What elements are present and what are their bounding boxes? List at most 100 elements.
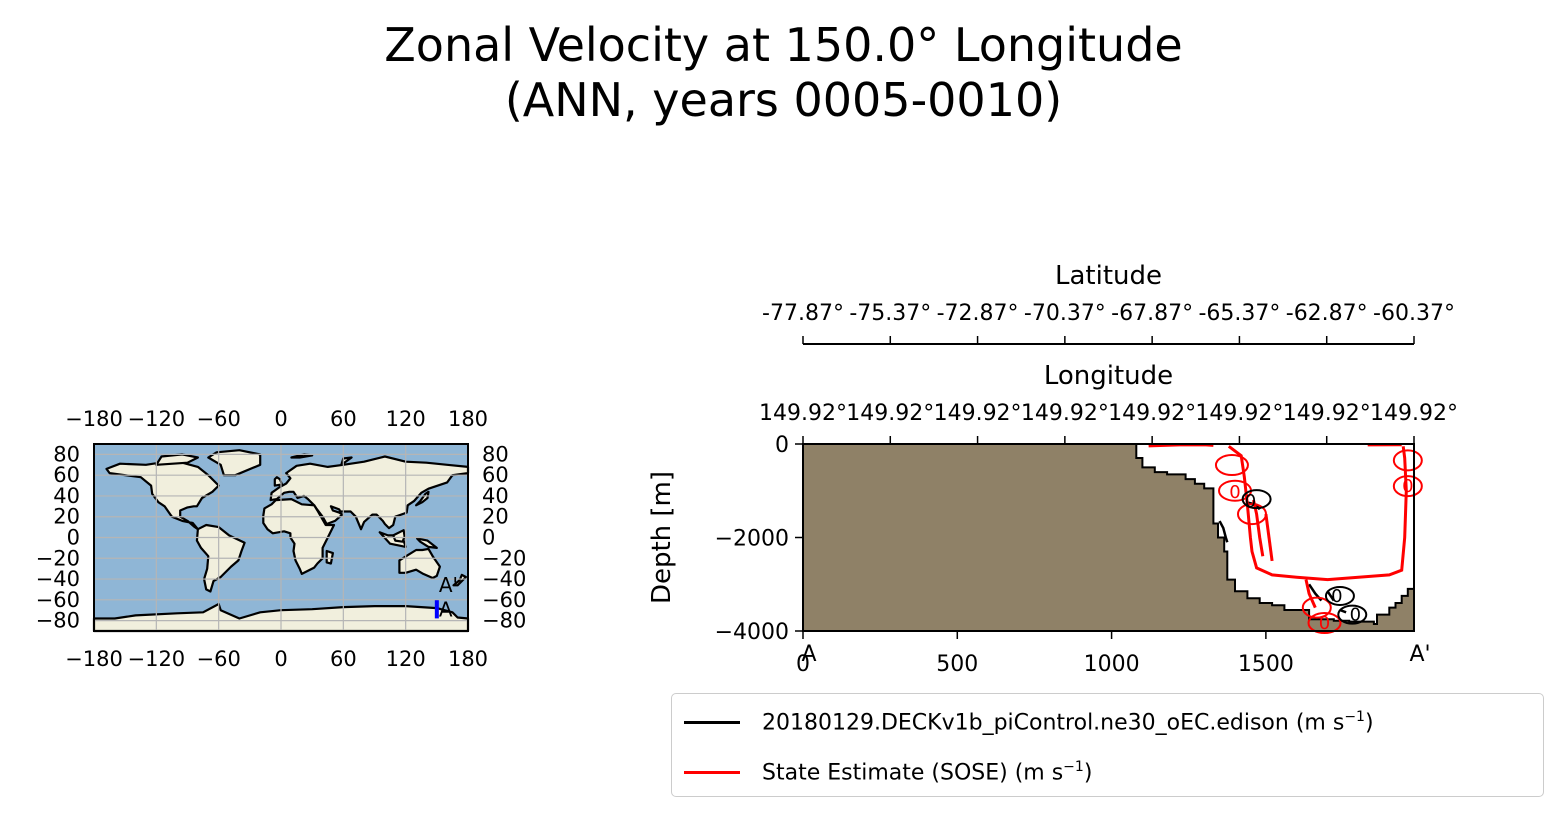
obs-contour-2 [1252, 499, 1265, 557]
map-land-5 [325, 549, 334, 565]
section-start-label: A [801, 642, 816, 667]
map-xtick-label-bottom: 0 [274, 647, 287, 671]
contour-label-0: 0 [1245, 491, 1256, 512]
latitude-tick-label: -72.87° [937, 301, 1019, 326]
longitude-tick-label: 149.92° [1195, 401, 1283, 426]
model-contour-1 [1247, 501, 1261, 511]
map-xtick-label-bottom: −60 [197, 647, 241, 671]
map-xtick-label-top: 60 [330, 407, 357, 431]
longitude-tick-label: 149.92° [1370, 401, 1458, 426]
map-ytick-label-right: −40 [482, 567, 526, 591]
title-line-2: (ANN, years 0005-0010) [504, 73, 1063, 128]
figure-title: Zonal Velocity at 150.0° Longitude (ANN,… [0, 18, 1567, 128]
latitude-tick-label: -62.87° [1286, 301, 1368, 326]
model-contour-3 [1326, 590, 1335, 602]
map-transect-end-label: A' [439, 573, 458, 597]
section-xtick-label: 1500 [1238, 652, 1294, 677]
model-contour-2 [1308, 583, 1323, 602]
section-ytick-label: 0 [775, 433, 789, 458]
map-land-8 [392, 529, 406, 543]
map-land-12 [452, 573, 467, 587]
map-ytick-label-left: −20 [36, 546, 80, 570]
map-land-1 [207, 449, 262, 477]
map-ytick-label-left: 80 [53, 442, 80, 466]
model-contour-loop-0 [1324, 585, 1355, 606]
map-land-11 [273, 476, 284, 487]
obs-contour-loop-4 [1307, 612, 1342, 635]
map-land-14 [155, 453, 199, 466]
map-ytick-label-right: −80 [482, 609, 526, 633]
obs-contour-1 [1227, 445, 1408, 582]
map-land-10 [415, 490, 430, 507]
obs-contour-0 [1148, 443, 1214, 448]
map-xtick-label-bottom: 120 [386, 647, 426, 671]
latitude-tick-label: -75.37° [849, 301, 931, 326]
legend-line-model [684, 720, 740, 724]
longitude-tick-label: 149.92° [934, 401, 1022, 426]
map-land-13 [92, 602, 470, 633]
map-ytick-label-left: −60 [36, 588, 80, 612]
longitude-tick-label: 149.92° [846, 401, 934, 426]
map-ytick-label-right: 0 [482, 526, 495, 550]
latitude-tick-label: -67.87° [1111, 301, 1193, 326]
map-xtick-label-top: −180 [65, 407, 123, 431]
contour-label-1: 0 [1331, 586, 1342, 607]
legend-label-obs: State Estimate (SOSE) (m s−1) [762, 758, 1093, 786]
title-line-1: Zonal Velocity at 150.0° Longitude [384, 18, 1183, 72]
obs-contour-4 [1304, 579, 1317, 609]
section-ylabel: Depth [m] [647, 471, 677, 604]
map-ocean [94, 444, 468, 631]
map-land-2 [195, 523, 246, 593]
map-ytick-label-left: −80 [36, 609, 80, 633]
model-contour-loop-1 [1337, 604, 1368, 625]
map-frame [93, 443, 469, 632]
map-xtick-label-top: 180 [448, 407, 488, 431]
map-land-6 [398, 547, 441, 580]
map-ytick-label-left: 40 [53, 484, 80, 508]
obs-contour-loop-2 [1236, 503, 1267, 526]
section-ytick-label: −4000 [715, 620, 789, 645]
map-ytick-label-right: 40 [482, 484, 509, 508]
latitude-axis-title: Latitude [1055, 261, 1162, 291]
legend: 20180129.DECKv1b_piControl.ne30_oEC.edis… [671, 693, 1544, 797]
contour-label-5: 0 [1319, 613, 1330, 634]
obs-contour-3 [1264, 513, 1274, 562]
map-ytick-label-right: 20 [482, 505, 509, 529]
map-xtick-label-top: 0 [274, 407, 287, 431]
contour-label-3: 0 [1229, 482, 1240, 503]
section-xtick-label: 1000 [1084, 652, 1140, 677]
section-xtick-label: 0 [796, 652, 810, 677]
map-ytick-label-right: −60 [482, 588, 526, 612]
legend-line-obs [684, 770, 740, 774]
map-transect-start-label: A [439, 597, 453, 621]
section-bathymetry-line [803, 443, 1414, 625]
obs-contour-loop-6 [1392, 475, 1423, 498]
obs-contour-loop-5 [1392, 449, 1423, 472]
obs-contour-loop-0 [1214, 454, 1249, 477]
contour-label-2: 0 [1350, 605, 1361, 626]
map-xtick-label-bottom: 180 [448, 647, 488, 671]
latitude-tick-label: -60.37° [1373, 301, 1455, 326]
map-land-4 [262, 498, 336, 576]
map-ytick-label-right: 60 [482, 463, 509, 487]
map-xtick-label-top: −120 [127, 407, 185, 431]
section-frame [802, 443, 1415, 632]
map-land-0 [105, 460, 220, 531]
longitude-tick-label: 149.92° [759, 401, 847, 426]
longitude-tick-label: 149.92° [1108, 401, 1196, 426]
longitude-tick-label: 149.92° [1021, 401, 1109, 426]
section-seafloor [803, 444, 1414, 631]
map-land-16 [290, 453, 314, 459]
map-ytick-label-right: −20 [482, 546, 526, 570]
map-xtick-label-bottom: −120 [127, 647, 185, 671]
map-ytick-label-left: −40 [36, 567, 80, 591]
section-xtick-label: 500 [936, 652, 978, 677]
map-xtick-label-top: 120 [386, 407, 426, 431]
map-land-15 [340, 456, 353, 466]
model-contour-4 [1339, 608, 1347, 614]
map-ytick-label-right: 80 [482, 442, 509, 466]
latitude-tick-label: -70.37° [1024, 301, 1106, 326]
map-xtick-label-bottom: 60 [330, 647, 357, 671]
obs-contour-loop-1 [1218, 479, 1253, 502]
legend-item-model: 20180129.DECKv1b_piControl.ne30_oEC.edis… [684, 707, 1374, 737]
